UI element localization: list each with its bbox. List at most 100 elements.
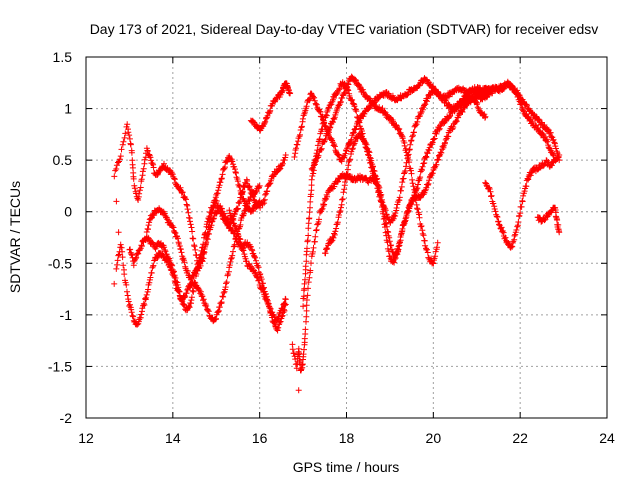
data-point-track-h bbox=[350, 100, 357, 107]
data-point-track-k bbox=[413, 186, 420, 193]
data-point-track-g bbox=[303, 307, 310, 314]
data-point-track-a bbox=[178, 190, 185, 196]
data-point-track-k bbox=[362, 141, 369, 148]
data-point-track-c bbox=[262, 191, 269, 198]
data-point-track-j bbox=[403, 145, 409, 152]
data-point-track-d bbox=[190, 283, 197, 290]
data-point-track-d bbox=[161, 247, 168, 253]
data-point-track-d bbox=[162, 248, 169, 255]
data-point-track-k bbox=[419, 167, 425, 174]
data-point-track-i bbox=[382, 92, 388, 99]
data-point-track-k bbox=[366, 154, 373, 161]
data-point-track-g bbox=[308, 260, 314, 267]
data-point-track-b bbox=[124, 288, 130, 295]
data-point-track-b bbox=[229, 252, 236, 259]
data-point-track-g bbox=[437, 149, 444, 156]
data-point-track-g bbox=[381, 215, 388, 222]
data-point-track-d bbox=[171, 268, 177, 275]
data-point-track-k bbox=[373, 175, 380, 182]
data-point-track-l bbox=[523, 183, 530, 190]
data-point-track-d bbox=[225, 221, 232, 228]
data-point-track-a bbox=[128, 149, 135, 156]
data-point-track-j bbox=[424, 249, 431, 256]
data-point-track-k bbox=[446, 113, 453, 120]
data-point-track-k bbox=[368, 157, 375, 164]
data-point-track-a bbox=[126, 132, 133, 139]
data-point-track-a bbox=[136, 190, 143, 197]
data-point-track-h bbox=[307, 198, 314, 205]
data-point-track-c bbox=[204, 236, 211, 243]
data-point-track-b bbox=[200, 296, 207, 303]
data-point-track-b bbox=[123, 281, 130, 288]
data-point-track-g bbox=[289, 346, 296, 353]
data-point-track-k bbox=[360, 135, 367, 142]
data-point-track-j bbox=[324, 130, 331, 137]
data-point-track-j bbox=[416, 214, 423, 221]
data-point-track-b bbox=[197, 288, 204, 295]
data-point-track-b bbox=[200, 297, 206, 304]
data-point-track-a bbox=[119, 141, 126, 148]
data-point-track-h bbox=[424, 98, 430, 105]
data-point-track-l bbox=[509, 243, 516, 250]
data-point-track-g bbox=[314, 221, 321, 228]
data-point-track-n bbox=[265, 300, 272, 307]
data-point-track-g bbox=[309, 248, 316, 255]
data-point-track-k bbox=[397, 237, 404, 244]
data-point-outliers bbox=[115, 229, 122, 236]
data-point-track-d bbox=[188, 297, 195, 304]
data-point-track-c bbox=[184, 268, 191, 274]
data-point-track-a bbox=[218, 175, 225, 182]
data-point-track-k bbox=[398, 232, 405, 238]
data-point-track-b bbox=[256, 184, 262, 191]
data-point-track-d bbox=[203, 221, 210, 228]
data-point-track-i bbox=[299, 115, 306, 122]
data-point-track-j bbox=[432, 253, 439, 260]
data-point-track-g bbox=[313, 226, 320, 233]
data-point-track-j bbox=[318, 147, 324, 153]
data-point-track-b bbox=[120, 262, 127, 269]
data-point-track-g bbox=[433, 161, 440, 168]
data-point-track-g bbox=[310, 244, 317, 251]
data-point-track-j bbox=[417, 223, 424, 230]
data-point-track-k bbox=[411, 192, 418, 199]
data-point-track-c bbox=[143, 229, 150, 235]
data-point-track-n bbox=[237, 236, 244, 243]
data-point-track-i bbox=[331, 143, 338, 150]
data-point-track-a bbox=[171, 175, 178, 182]
data-point-track-c bbox=[171, 229, 178, 236]
data-point-track-n bbox=[226, 207, 233, 214]
data-point-track-h bbox=[302, 276, 308, 283]
data-point-track-l bbox=[492, 208, 499, 215]
x-tick-label: 18 bbox=[339, 430, 355, 446]
data-point-track-j bbox=[376, 104, 383, 111]
data-point-track-d bbox=[129, 252, 135, 259]
data-point-track-j bbox=[335, 102, 342, 109]
data-point-track-n bbox=[234, 228, 241, 235]
data-point-track-h bbox=[407, 141, 414, 148]
data-point-outliers bbox=[113, 198, 120, 205]
y-tick-label: -1.5 bbox=[48, 358, 72, 374]
data-point-track-k bbox=[417, 174, 424, 181]
data-point-track-l bbox=[518, 203, 525, 210]
data-point-track-d bbox=[190, 288, 197, 295]
data-point-track-k bbox=[423, 154, 430, 161]
data-point-track-l bbox=[515, 219, 522, 225]
data-point-track-j bbox=[414, 205, 421, 212]
data-point-track-g bbox=[388, 242, 394, 249]
data-point-track-d bbox=[257, 271, 264, 277]
data-point-track-n bbox=[281, 300, 288, 307]
data-point-track-i bbox=[320, 116, 326, 123]
data-point-track-h bbox=[306, 215, 313, 222]
data-point-track-k bbox=[366, 149, 373, 156]
data-point-track-c bbox=[178, 249, 185, 256]
data-point-track-g bbox=[305, 279, 312, 286]
data-point-track-g bbox=[459, 109, 466, 115]
data-point-track-l bbox=[502, 234, 509, 241]
data-point-track-g bbox=[312, 233, 319, 240]
data-point-track-b bbox=[220, 289, 227, 296]
data-point-track-d bbox=[197, 251, 204, 258]
data-point-track-l bbox=[511, 232, 518, 239]
data-point-track-g bbox=[436, 153, 443, 160]
x-tick-label: 20 bbox=[426, 430, 442, 446]
data-point-track-k bbox=[347, 156, 354, 163]
